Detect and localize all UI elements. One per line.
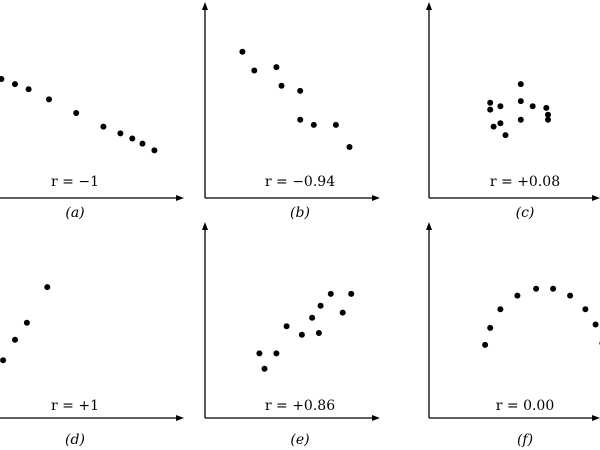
data-point: [543, 104, 550, 111]
data-point: [567, 292, 574, 299]
data-point: [482, 341, 489, 348]
scatter-panel-5: r = +0.86 (e): [202, 222, 380, 448]
data-point: [545, 111, 551, 118]
data-point: [487, 99, 494, 106]
data-point: [25, 86, 32, 93]
data-point: [239, 48, 246, 55]
panel-label: (f): [517, 432, 533, 448]
data-point: [517, 98, 524, 105]
scatter-panel-2: r = −0.94 (b): [202, 2, 380, 221]
data-point: [339, 309, 346, 316]
correlation-label: r = 0.00: [496, 398, 555, 414]
data-point: [514, 292, 521, 299]
correlation-label: r = −1: [51, 174, 99, 190]
data-point: [44, 284, 51, 291]
data-point: [502, 132, 509, 139]
data-point: [256, 350, 263, 357]
data-point: [117, 130, 124, 137]
data-point: [490, 123, 497, 130]
x-axis-arrow-icon: [176, 195, 184, 201]
data-point: [273, 64, 280, 71]
data-point: [139, 140, 146, 147]
y-axis-arrow-icon: [202, 222, 208, 230]
data-point: [310, 121, 317, 128]
data-point: [317, 302, 324, 309]
y-axis-arrow-icon: [426, 2, 432, 10]
data-point: [517, 116, 524, 123]
data-point: [12, 336, 18, 343]
y-axis-arrow-icon: [426, 222, 432, 230]
scatter-panel-4: r = +1 (d): [0, 284, 184, 448]
panel-label: (b): [290, 205, 310, 221]
data-point: [297, 116, 304, 123]
data-point: [12, 81, 18, 88]
y-axis-arrow-icon: [202, 2, 208, 10]
correlation-label: r = +0.08: [490, 174, 560, 190]
data-point: [46, 96, 52, 103]
x-axis-arrow-icon: [372, 195, 380, 201]
data-point: [582, 306, 589, 313]
panel-label: (e): [290, 432, 309, 448]
data-point: [151, 147, 158, 154]
scatter-panel-6: r = 0.00 (f): [426, 222, 600, 448]
data-point: [327, 290, 334, 297]
data-point: [533, 285, 540, 292]
correlation-label: r = +1: [51, 398, 99, 414]
data-point: [545, 116, 551, 123]
data-point: [0, 76, 5, 82]
data-point: [23, 319, 30, 326]
correlation-label: r = −0.94: [265, 174, 335, 190]
data-point: [0, 357, 7, 364]
data-point: [332, 121, 339, 128]
data-point: [297, 87, 304, 94]
scatter-panel-1: r = −1 (a): [0, 76, 184, 221]
data-point: [487, 324, 494, 331]
data-point: [309, 314, 316, 321]
data-point: [497, 120, 504, 127]
data-point: [129, 135, 136, 142]
x-axis-arrow-icon: [176, 415, 184, 421]
data-point: [261, 365, 268, 372]
panel-label: (d): [65, 432, 85, 448]
data-point: [348, 290, 355, 297]
data-point: [550, 285, 557, 292]
data-point: [315, 330, 322, 336]
data-point: [283, 323, 290, 330]
data-point: [487, 106, 494, 113]
data-point: [517, 81, 524, 88]
data-point: [273, 350, 280, 357]
data-point: [346, 144, 353, 150]
panel-label: (a): [65, 205, 84, 221]
x-axis-arrow-icon: [592, 195, 600, 201]
data-point: [100, 123, 107, 130]
correlation-label: r = +0.86: [265, 398, 335, 414]
scatter-panel-3: r = +0.08 (c): [426, 2, 600, 221]
panel-label: (c): [516, 205, 535, 221]
x-axis-arrow-icon: [372, 415, 380, 421]
data-point: [497, 103, 504, 110]
data-point: [497, 306, 504, 313]
data-point: [298, 331, 305, 338]
data-point: [251, 67, 258, 74]
data-point: [529, 103, 536, 110]
x-axis-arrow-icon: [592, 415, 600, 421]
data-point: [73, 110, 80, 116]
data-point: [592, 321, 599, 328]
data-point: [278, 82, 285, 89]
